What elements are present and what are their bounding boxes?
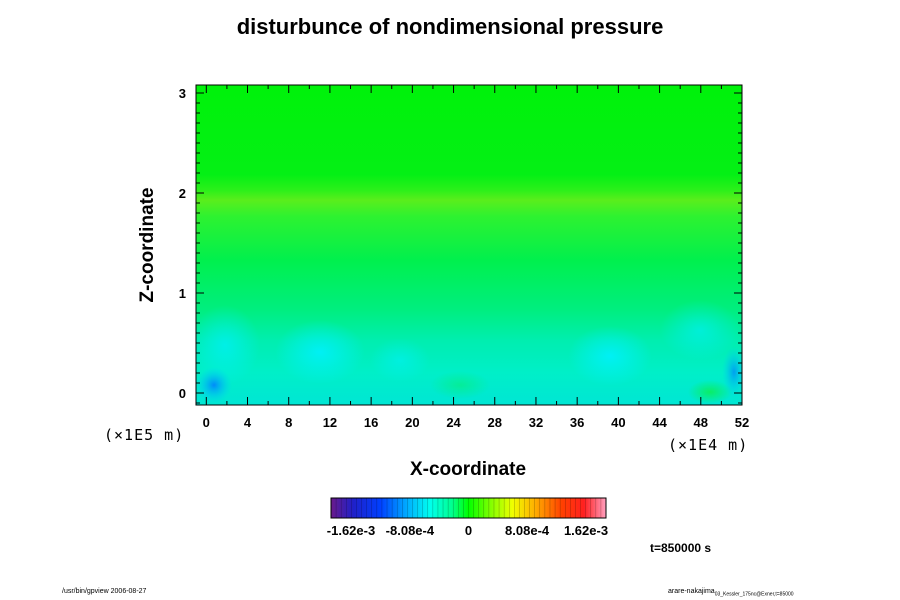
x-tick-label: 28 xyxy=(488,415,502,430)
x-tick-label: 4 xyxy=(244,415,252,430)
y-tick-label: 1 xyxy=(179,286,186,301)
colorbar-divisions xyxy=(335,498,602,518)
x-tick-label: 8 xyxy=(285,415,292,430)
x-tick-label: 52 xyxy=(735,415,749,430)
colorbar-tick-label: 8.08e-4 xyxy=(505,523,550,538)
x-tick-label: 20 xyxy=(405,415,419,430)
footer-source: arare-nakajima03_Kessler_175nc@Exner,t=8… xyxy=(668,588,794,597)
footer-source-sub: 03_Kessler_175nc@Exner,t=85000 xyxy=(714,591,794,598)
plot-frame xyxy=(195,84,743,406)
colorbar-tick-label: 1.62e-3 xyxy=(564,523,608,538)
colorbar-tick-label: 0 xyxy=(465,523,472,538)
colorbar xyxy=(331,498,606,518)
x-tick-label: 12 xyxy=(323,415,337,430)
colorbar-tick-label: -1.62e-3 xyxy=(327,523,375,538)
y-axis-ticks: 0 1 2 3 xyxy=(179,86,742,404)
x-tick-label: 16 xyxy=(364,415,378,430)
x-tick-label: 44 xyxy=(652,415,667,430)
y-tick-label: 3 xyxy=(179,86,186,101)
x-tick-label: 32 xyxy=(529,415,543,430)
x-tick-label: 40 xyxy=(611,415,625,430)
x-unit-label: (×1E4 m) xyxy=(668,436,749,454)
y-tick-label: 2 xyxy=(179,186,186,201)
heatmap-field xyxy=(196,85,742,405)
z-unit-label: (×1E5 m) xyxy=(104,426,185,444)
y-axis-label: Z-coordinate xyxy=(137,187,158,303)
chart-title: disturbunce of nondimensional pressure xyxy=(236,14,664,39)
y-tick-label: 0 xyxy=(179,386,186,401)
footer-command: /usr/bin/gpview 2006-08-27 xyxy=(62,588,147,595)
x-axis-label: X-coordinate xyxy=(409,459,527,480)
colorbar-tick-labels: -1.62e-3 -8.08e-4 0 8.08e-4 1.62e-3 xyxy=(327,523,608,538)
x-tick-label: 48 xyxy=(694,415,708,430)
time-label: t=850000 s xyxy=(650,541,712,555)
x-tick-label: 0 xyxy=(203,415,210,430)
x-tick-label: 24 xyxy=(446,415,461,430)
colorbar-tick-label: -8.08e-4 xyxy=(386,523,435,538)
footer-source-main: arare-nakajima xyxy=(668,588,715,595)
x-tick-label: 36 xyxy=(570,415,584,430)
x-axis-ticks: 0 4 8 12 16 20 24 28 32 36 40 44 48 52 xyxy=(203,85,749,430)
